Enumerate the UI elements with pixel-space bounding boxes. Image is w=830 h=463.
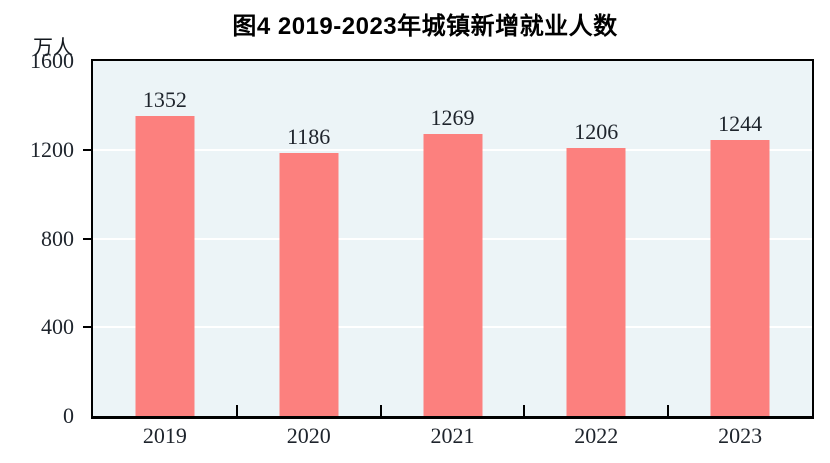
bar [710,140,770,416]
x-tick-label: 2019 [142,423,187,448]
x-tick-label: 2021 [430,423,475,448]
x-axis-tick [379,405,382,416]
y-tick-label: 1600 [30,48,74,73]
y-tick-label: 1200 [30,136,74,162]
x-tick-label: 2022 [574,423,619,448]
bar-value-label: 1186 [287,123,331,149]
y-axis-unit-label: 万人 [33,37,73,59]
bar-value-label: 1352 [142,87,187,113]
x-axis-tick [523,405,526,416]
y-axis-tick [83,237,91,240]
y-tick-label: 0 [63,403,74,428]
bar [423,134,482,416]
x-tick-label: 2023 [718,423,763,448]
bar [279,152,339,416]
x-axis-tick [235,405,238,416]
y-axis-tick [83,148,91,151]
y-axis-tick [83,326,91,329]
x-axis-tick [667,405,670,416]
x-tick-label: 2020 [286,423,331,448]
bar-value-label: 1206 [574,119,619,145]
bar [135,116,195,416]
bar [566,148,626,416]
plot-area: 1352 1186 1269 1206 1244 [91,59,814,419]
chart-title: 图4 2019-2023年城镇新增就业人数 [232,13,618,40]
bar-value-label: 1269 [430,105,475,131]
y-tick-label: 800 [41,225,74,251]
bar-value-label: 1244 [718,111,763,136]
y-tick-label: 400 [41,314,74,340]
